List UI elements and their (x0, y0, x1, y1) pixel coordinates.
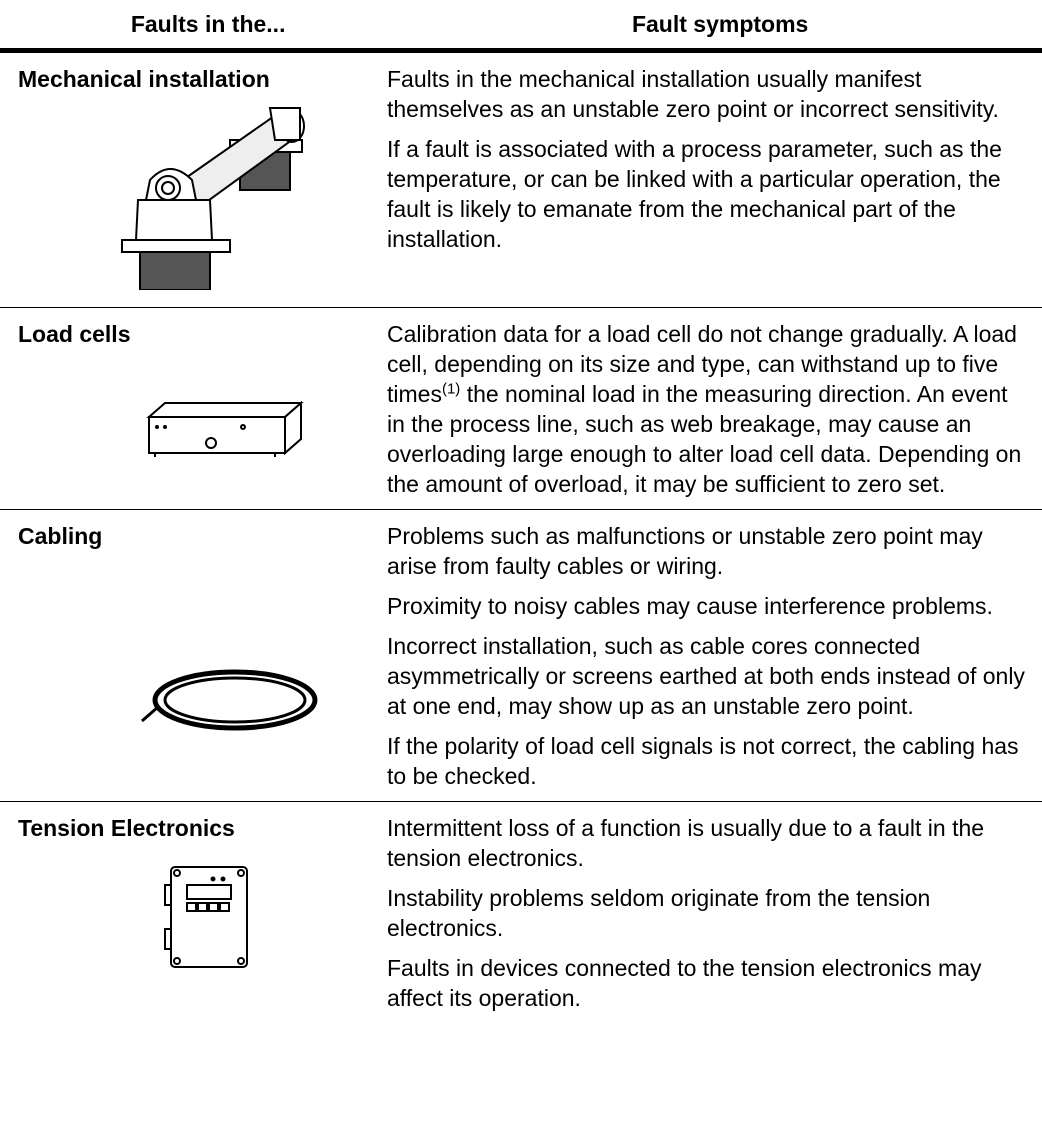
table-body: Mechanical installation Faults in the me… (0, 53, 1042, 1023)
symptom-text: the nominal load in the measuring direct… (387, 381, 1022, 497)
symptom-cell: Problems such as malfunctions or unstabl… (387, 521, 1027, 791)
symptom-paragraph: If the polarity of load cell signals is … (387, 731, 1027, 791)
symptom-cell: Faults in the mechanical installation us… (387, 64, 1027, 297)
fault-cell: Cabling (0, 521, 387, 791)
fault-cell: Load cells (0, 319, 387, 499)
fault-title: Tension Electronics (18, 815, 235, 841)
symptom-text: If a fault is associated with a process … (387, 136, 1002, 252)
symptom-paragraph: Calibration data for a load cell do not … (387, 319, 1027, 499)
symptom-text: Calibration data for a load cell do not … (387, 321, 1017, 407)
table-row: Tension Electronics Intermittent loss of… (0, 802, 1042, 1023)
fault-title: Mechanical installation (18, 66, 270, 92)
header-cell: Fault symptoms (631, 11, 809, 37)
symptom-paragraph: Problems such as malfunctions or unstabl… (387, 521, 1027, 581)
symptom-paragraph: Faults in devices connected to the tensi… (387, 953, 1027, 1013)
symptom-text: Problems such as malfunctions or unstabl… (387, 523, 983, 579)
symptom-text: Proximity to noisy cables may cause inte… (387, 593, 993, 619)
symptom-paragraph: If a fault is associated with a process … (387, 134, 1027, 254)
symptom-cell: Calibration data for a load cell do not … (387, 319, 1027, 499)
table-row: Load cells Calibration data for a load c… (0, 308, 1042, 510)
symptom-paragraph: Instability problems seldom originate fr… (387, 883, 1027, 943)
illustration (18, 849, 387, 980)
symptom-cell: Intermittent loss of a function is usual… (387, 813, 1027, 1013)
illustration (18, 100, 387, 297)
illustration (18, 557, 387, 744)
header-cell: Faults in the... (130, 11, 286, 37)
footnote-ref: (1) (441, 380, 461, 398)
symptom-text: Faults in devices connected to the tensi… (387, 955, 982, 1011)
document: Faults in the... Fault symptoms Mechanic… (0, 0, 1042, 1023)
symptom-paragraph: Proximity to noisy cables may cause inte… (387, 591, 1027, 621)
illustration (18, 355, 387, 472)
symptom-text: Intermittent loss of a function is usual… (387, 815, 985, 871)
symptom-text: Incorrect installation, such as cable co… (387, 633, 1025, 719)
fault-title: Cabling (18, 523, 103, 549)
table-row: Mechanical installation Faults in the me… (0, 53, 1042, 308)
table-row: Cabling Problems such as malfunctions or… (0, 510, 1042, 802)
symptom-text: Faults in the mechanical installation us… (387, 66, 999, 122)
symptom-paragraph: Incorrect installation, such as cable co… (387, 631, 1027, 721)
fault-cell: Mechanical installation (0, 64, 387, 297)
symptom-text: Instability problems seldom originate fr… (387, 885, 931, 941)
fault-cell: Tension Electronics (0, 813, 387, 1013)
symptom-paragraph: Intermittent loss of a function is usual… (387, 813, 1027, 873)
fault-title: Load cells (18, 321, 131, 347)
table-header: Faults in the... Fault symptoms (0, 0, 1042, 53)
symptom-text: If the polarity of load cell signals is … (387, 733, 1019, 789)
symptom-paragraph: Faults in the mechanical installation us… (387, 64, 1027, 124)
